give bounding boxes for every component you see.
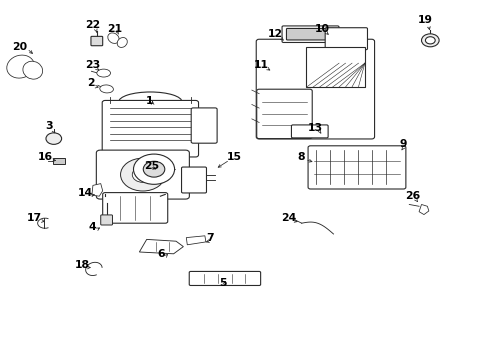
Text: 11: 11 bbox=[254, 60, 268, 70]
FancyBboxPatch shape bbox=[256, 39, 374, 139]
Text: 17: 17 bbox=[27, 213, 41, 223]
FancyBboxPatch shape bbox=[286, 28, 334, 40]
FancyBboxPatch shape bbox=[325, 28, 367, 50]
Bar bbox=[53, 158, 64, 164]
Text: 3: 3 bbox=[45, 121, 53, 131]
Text: 16: 16 bbox=[38, 152, 52, 162]
FancyBboxPatch shape bbox=[256, 89, 312, 139]
FancyBboxPatch shape bbox=[307, 146, 405, 189]
FancyBboxPatch shape bbox=[181, 167, 206, 193]
Ellipse shape bbox=[7, 55, 34, 78]
Polygon shape bbox=[418, 204, 428, 215]
Text: 1: 1 bbox=[145, 96, 153, 106]
Polygon shape bbox=[139, 239, 183, 254]
FancyBboxPatch shape bbox=[191, 108, 217, 143]
Text: 10: 10 bbox=[315, 24, 329, 34]
Text: 5: 5 bbox=[218, 278, 226, 288]
FancyBboxPatch shape bbox=[102, 100, 198, 157]
Text: 13: 13 bbox=[307, 123, 322, 133]
Text: 14: 14 bbox=[78, 188, 93, 198]
Bar bbox=[306, 47, 364, 87]
Ellipse shape bbox=[117, 37, 127, 48]
Text: 20: 20 bbox=[12, 42, 27, 52]
Ellipse shape bbox=[100, 85, 113, 93]
Text: 25: 25 bbox=[144, 161, 159, 171]
Text: 9: 9 bbox=[399, 139, 407, 149]
FancyBboxPatch shape bbox=[189, 271, 260, 285]
Text: 19: 19 bbox=[417, 15, 432, 25]
Ellipse shape bbox=[107, 33, 119, 44]
Circle shape bbox=[132, 167, 153, 183]
Circle shape bbox=[425, 37, 434, 44]
Text: 24: 24 bbox=[280, 213, 296, 223]
FancyBboxPatch shape bbox=[96, 150, 189, 199]
Text: 22: 22 bbox=[85, 20, 101, 30]
Text: 7: 7 bbox=[206, 233, 214, 243]
Circle shape bbox=[143, 161, 164, 177]
Text: 6: 6 bbox=[157, 249, 165, 259]
FancyBboxPatch shape bbox=[291, 125, 327, 138]
Polygon shape bbox=[92, 184, 102, 196]
Text: 26: 26 bbox=[405, 191, 420, 201]
FancyBboxPatch shape bbox=[101, 215, 112, 225]
Text: 23: 23 bbox=[85, 60, 101, 70]
Text: 12: 12 bbox=[267, 29, 282, 39]
Text: 15: 15 bbox=[227, 152, 242, 162]
FancyBboxPatch shape bbox=[102, 193, 167, 223]
FancyBboxPatch shape bbox=[91, 36, 102, 46]
Text: 8: 8 bbox=[296, 152, 304, 162]
FancyBboxPatch shape bbox=[282, 26, 338, 42]
Circle shape bbox=[133, 154, 174, 184]
Text: 21: 21 bbox=[107, 24, 122, 34]
Circle shape bbox=[421, 34, 438, 47]
Circle shape bbox=[121, 158, 165, 191]
Text: 18: 18 bbox=[75, 260, 89, 270]
Circle shape bbox=[46, 133, 61, 144]
Polygon shape bbox=[186, 236, 205, 245]
Ellipse shape bbox=[97, 69, 110, 77]
Text: 2: 2 bbox=[86, 78, 94, 88]
Text: 4: 4 bbox=[88, 222, 96, 232]
Ellipse shape bbox=[23, 61, 42, 79]
